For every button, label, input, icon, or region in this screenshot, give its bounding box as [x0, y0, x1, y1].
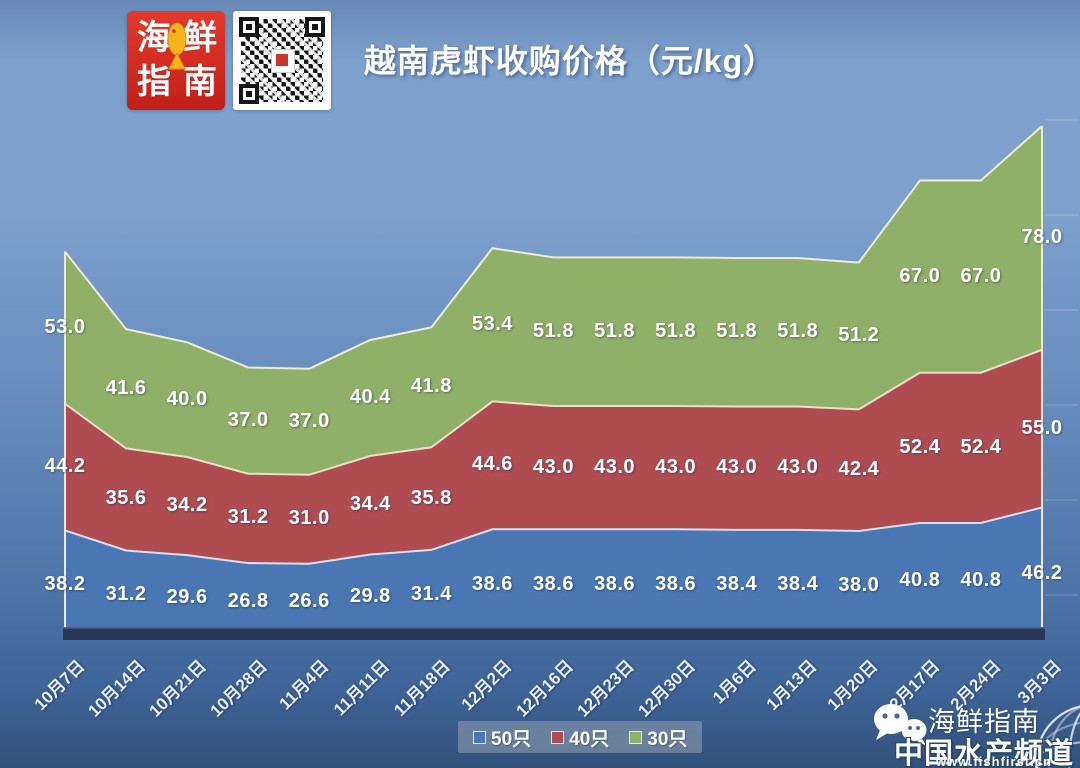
series-line-50只: [64, 506, 1043, 565]
logo-char: 南: [183, 62, 217, 102]
x-axis-bar-highlight: [63, 627, 1045, 629]
fish-icon: [167, 22, 187, 70]
globe-icon: [1067, 712, 1080, 768]
legend-label: 50只: [491, 728, 532, 750]
logo-char: 指: [137, 62, 171, 102]
legend-swatch: [473, 730, 486, 744]
chart-title: 越南虎虾收购价格（元/kg）: [363, 43, 777, 79]
x-axis-bar: [63, 627, 1045, 640]
watermark-channel: 中国水产频道: [894, 738, 1075, 768]
watermark-url: www.fishfirst.cn: [936, 754, 1052, 768]
series-line-30只: [64, 125, 1043, 370]
wechat-icon: [874, 704, 927, 746]
qr-finder: [305, 17, 325, 37]
legend-label: 30只: [647, 728, 688, 750]
logo-char: 鲜: [183, 18, 217, 58]
area-band-30只: [65, 126, 1042, 475]
qr-finder: [239, 84, 259, 104]
globe-icon: [1034, 721, 1080, 768]
globe-icon: [1034, 741, 1080, 768]
legend-label: 40只: [569, 728, 610, 750]
area-band-50只: [65, 507, 1042, 640]
series-line-40只: [64, 348, 1043, 476]
qr-finder: [239, 17, 259, 37]
qr-code: [233, 11, 331, 110]
chart-legend: 50只 40只 30只: [458, 721, 703, 753]
legend-item-50: 50只: [473, 724, 531, 751]
legend-swatch: [629, 730, 643, 744]
legend-item-40: 40只: [551, 724, 609, 751]
legend-item-30: 30只: [629, 724, 687, 751]
seafood-guide-logo: 海 鲜 指 南: [127, 11, 225, 110]
watermark-brand: 海鲜指南: [928, 707, 1040, 737]
qr-center-logo: [271, 49, 295, 73]
area-band-40只: [65, 349, 1042, 564]
legend-swatch: [551, 730, 565, 744]
globe-icon: [1047, 706, 1080, 768]
logo-char: 海: [137, 18, 171, 58]
